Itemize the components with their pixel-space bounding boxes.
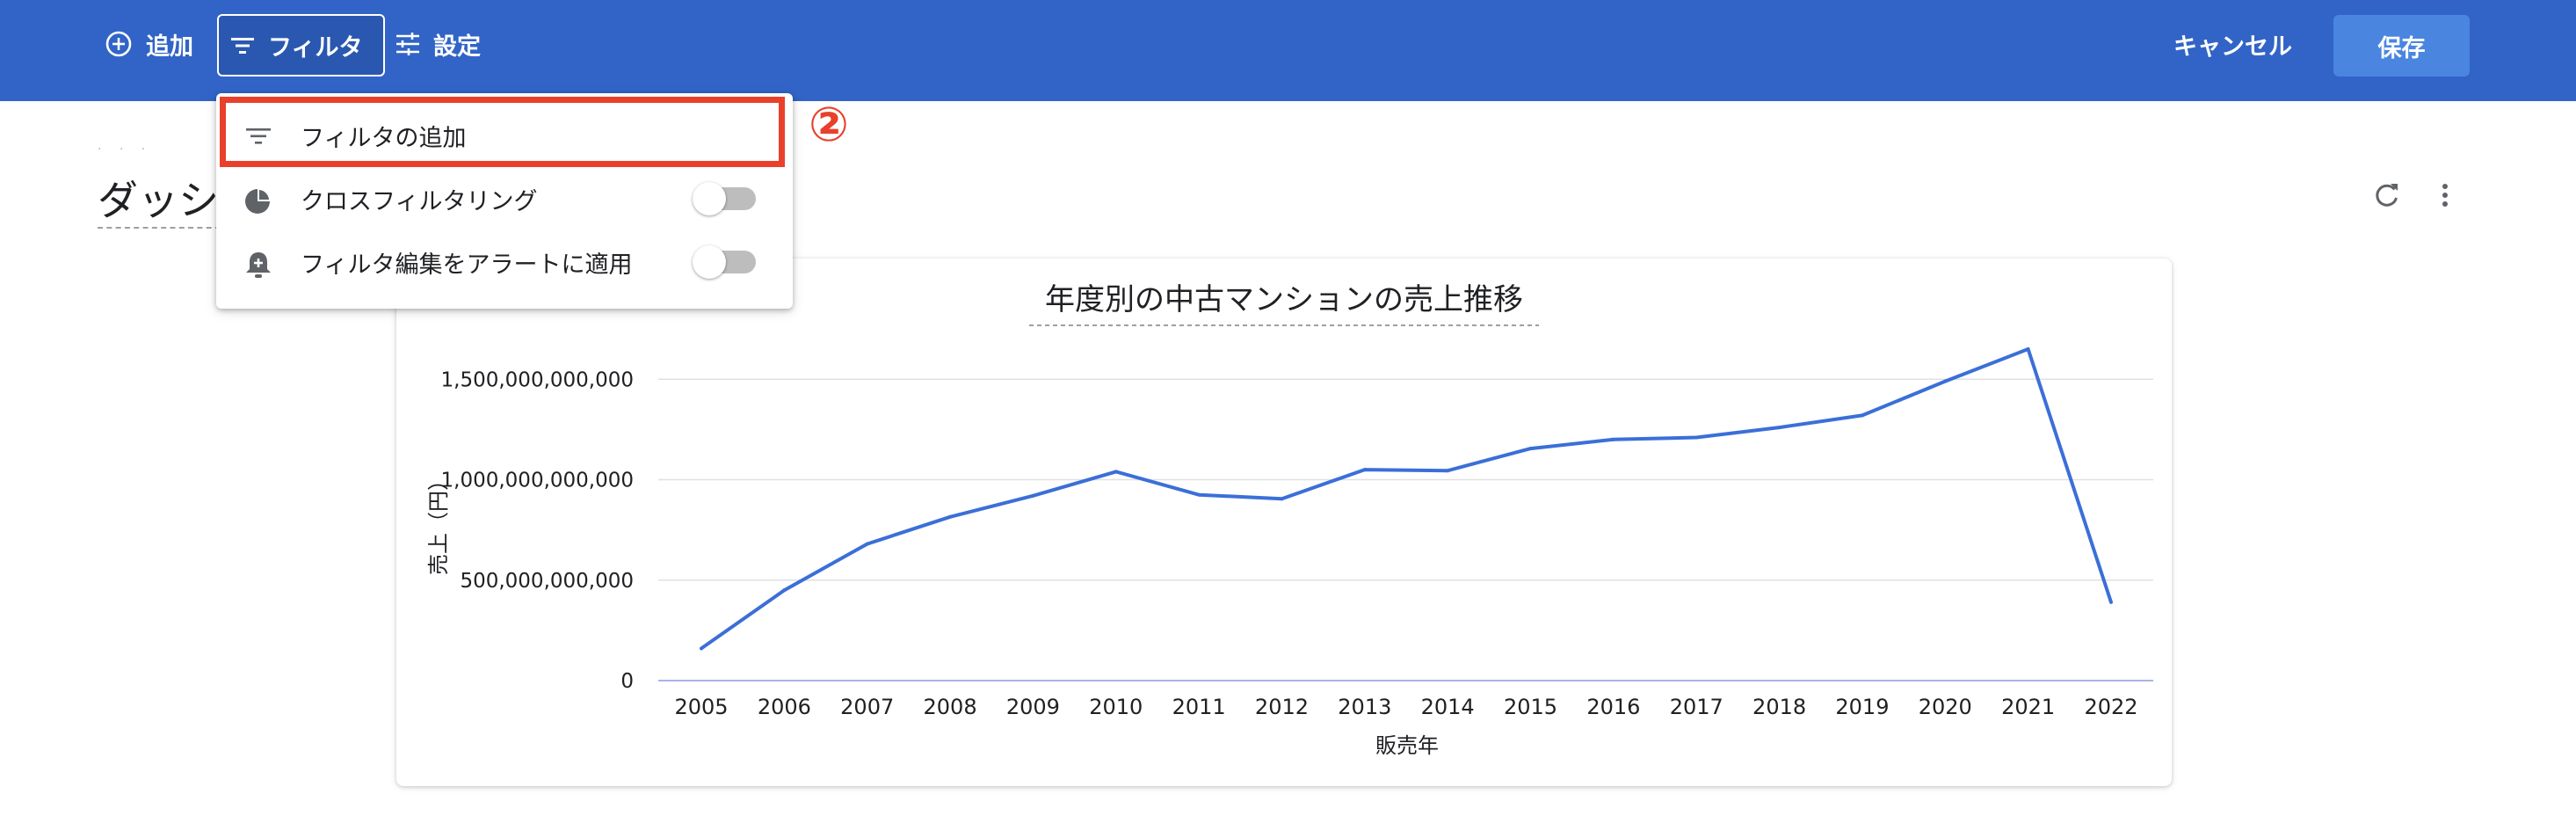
chart-card[interactable]: 年度別の中古マンションの売上推移 0 500,000,000,000 1,000,00… — [396, 259, 2172, 786]
data-point — [782, 588, 787, 593]
settings-button[interactable]: 設定 — [395, 0, 481, 88]
data-point — [948, 514, 953, 519]
add-alert-icon — [243, 250, 274, 278]
page-title[interactable]: ダッシ — [98, 177, 219, 224]
add-circle-icon — [104, 29, 134, 59]
data-point — [1694, 435, 1699, 440]
x-tick-label: 2019 — [1835, 695, 1889, 719]
x-tick-label: 2013 — [1338, 695, 1391, 719]
page-title-underline — [98, 227, 221, 229]
x-tick-label: 2014 — [1421, 695, 1475, 719]
more-vert-icon[interactable] — [2435, 181, 2456, 213]
x-tick-label: 2006 — [758, 695, 811, 719]
data-point — [1197, 492, 1201, 497]
tune-icon — [395, 31, 421, 57]
x-tick-label: 2009 — [1006, 695, 1060, 719]
y-tick-label: 500,000,000,000 — [460, 570, 634, 593]
y-tick-label: 1,000,000,000,000 — [441, 470, 634, 492]
save-button[interactable]: 保存 — [2333, 15, 2470, 77]
data-point — [700, 646, 703, 651]
add-button-label: 追加 — [146, 33, 193, 61]
data-point — [1280, 497, 1284, 501]
toggle-knob — [693, 182, 726, 215]
series-line — [700, 347, 2113, 651]
menu-item-label: フィルタ編集をアラートに適用 — [301, 251, 633, 279]
chart-title: 年度別の中古マンションの売上推移 — [1045, 282, 1523, 317]
data-point — [1446, 469, 1450, 473]
pie-chart-icon — [243, 186, 274, 214]
x-tick-label: 2012 — [1255, 695, 1309, 719]
cross-filtering-toggle[interactable] — [693, 182, 756, 215]
cancel-button[interactable]: キャンセル — [2173, 33, 2292, 61]
add-button[interactable]: 追加 — [104, 0, 193, 88]
data-point — [1611, 437, 1615, 441]
data-point — [1114, 470, 1118, 474]
data-point — [1362, 468, 1367, 472]
line-chart: 年度別の中古マンションの売上推移 0 500,000,000,000 1,000,00… — [426, 282, 2153, 758]
x-tick-label: 2010 — [1089, 695, 1143, 719]
settings-button-label: 設定 — [433, 33, 481, 61]
x-tick-label: 2018 — [1752, 695, 1806, 719]
menu-item-label: フィルタの追加 — [301, 124, 467, 152]
menu-item-cross-filtering[interactable]: クロスフィルタリング — [216, 167, 793, 230]
toggle-knob — [693, 245, 726, 279]
x-tick-label: 2008 — [924, 695, 977, 719]
filter-button-label: フィルタ — [268, 34, 363, 62]
data-point — [1860, 413, 1864, 418]
refresh-icon[interactable] — [2373, 181, 2401, 213]
x-tick-label: 2017 — [1670, 695, 1723, 719]
apply-to-alerts-toggle[interactable] — [693, 245, 756, 279]
y-tick-label: 1,500,000,000,000 — [441, 368, 634, 391]
x-tick-label: 2007 — [840, 695, 894, 719]
x-axis-label: 販売年 — [1375, 733, 1439, 758]
filter-dropdown-menu: フィルタの追加 クロスフィルタリング フィルタ編集をアラートに適用 — [216, 93, 793, 309]
x-tick-label: 2022 — [2084, 695, 2137, 719]
y-axis-label: 売上（円） — [426, 470, 451, 575]
menu-item-label: クロスフィルタリング — [301, 187, 538, 215]
filter-button[interactable]: フィルタ — [217, 14, 385, 77]
data-point — [865, 542, 869, 546]
step-number-annotation: ② — [809, 97, 849, 152]
data-point — [2109, 600, 2113, 604]
x-tick-label: 2011 — [1172, 695, 1226, 719]
data-point — [1943, 379, 1948, 383]
menu-item-apply-filter-to-alerts[interactable]: フィルタ編集をアラートに適用 — [216, 230, 793, 294]
x-tick-label: 2005 — [674, 695, 728, 719]
menu-item-add-filter[interactable]: フィルタの追加 — [216, 104, 793, 167]
filter-list-icon — [229, 35, 256, 56]
x-tick-label: 2020 — [1919, 695, 1972, 719]
x-tick-label: 2015 — [1504, 695, 1557, 719]
top-toolbar: 追加 フィルタ 設定 キャンセル 保存 — [0, 0, 2576, 101]
x-tick-label: 2016 — [1586, 695, 1640, 719]
faint-marks: · · · — [98, 142, 153, 157]
y-tick-label: 0 — [620, 670, 634, 693]
x-tick-label: 2021 — [2001, 695, 2055, 719]
data-point — [2026, 347, 2030, 351]
data-point — [1031, 493, 1035, 498]
data-point — [1528, 447, 1533, 451]
data-point — [1777, 426, 1781, 430]
filter-list-icon — [243, 123, 274, 149]
